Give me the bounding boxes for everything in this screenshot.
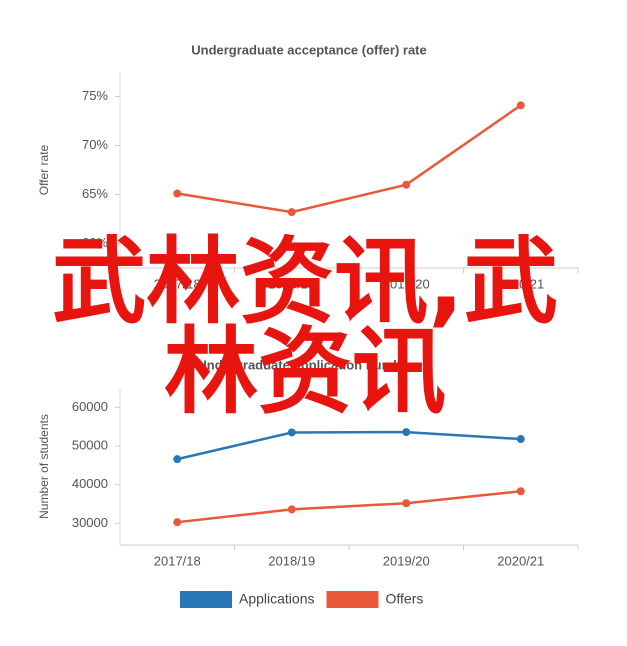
legend-label: Offers (386, 591, 424, 607)
point (516, 101, 525, 110)
point (516, 487, 525, 496)
chart-title: Undergraduate application numbers (197, 357, 420, 372)
point (402, 428, 411, 437)
x-tick-label: 2017/18 (154, 553, 201, 568)
y-tick-label: 60% (82, 235, 108, 250)
watermark: 武林资讯,武林资讯 (52, 228, 558, 427)
point (173, 518, 182, 527)
point (173, 455, 182, 464)
x-tick-label: 2019/20 (383, 276, 430, 291)
x-tick-label: 2018/19 (268, 553, 315, 568)
x-tick-label: 2020/21 (497, 276, 544, 291)
y-tick-label: 30000 (72, 515, 108, 530)
y-tick-label: 65% (82, 186, 108, 201)
point (402, 180, 411, 189)
x-tick-label: 2018/19 (268, 276, 315, 291)
y-tick-label: 40000 (72, 476, 108, 491)
y-tick-label: 60000 (72, 399, 108, 414)
y-tick-label: 50000 (72, 437, 108, 452)
x-tick-label: 2020/21 (497, 553, 544, 568)
point (516, 435, 525, 444)
y-tick-label: 70% (82, 137, 108, 152)
point (173, 189, 182, 198)
x-tick-label: 2017/18 (154, 276, 201, 291)
y-axis-label: Offer rate (37, 144, 51, 195)
point (287, 208, 296, 217)
point (402, 499, 411, 508)
series-line (176, 430, 521, 461)
legend-label: Applications (239, 591, 315, 607)
point (287, 505, 296, 514)
y-tick-label: 75% (82, 88, 108, 103)
point (287, 428, 296, 437)
x-tick-label: 2019/20 (383, 553, 430, 568)
y-axis-label: Number of students (37, 414, 51, 519)
legend-swatch (326, 591, 379, 608)
legend-swatch (180, 591, 232, 608)
chart-title: Undergraduate acceptance (offer) rate (191, 42, 427, 57)
series-line (177, 490, 521, 524)
series-line (177, 104, 522, 214)
